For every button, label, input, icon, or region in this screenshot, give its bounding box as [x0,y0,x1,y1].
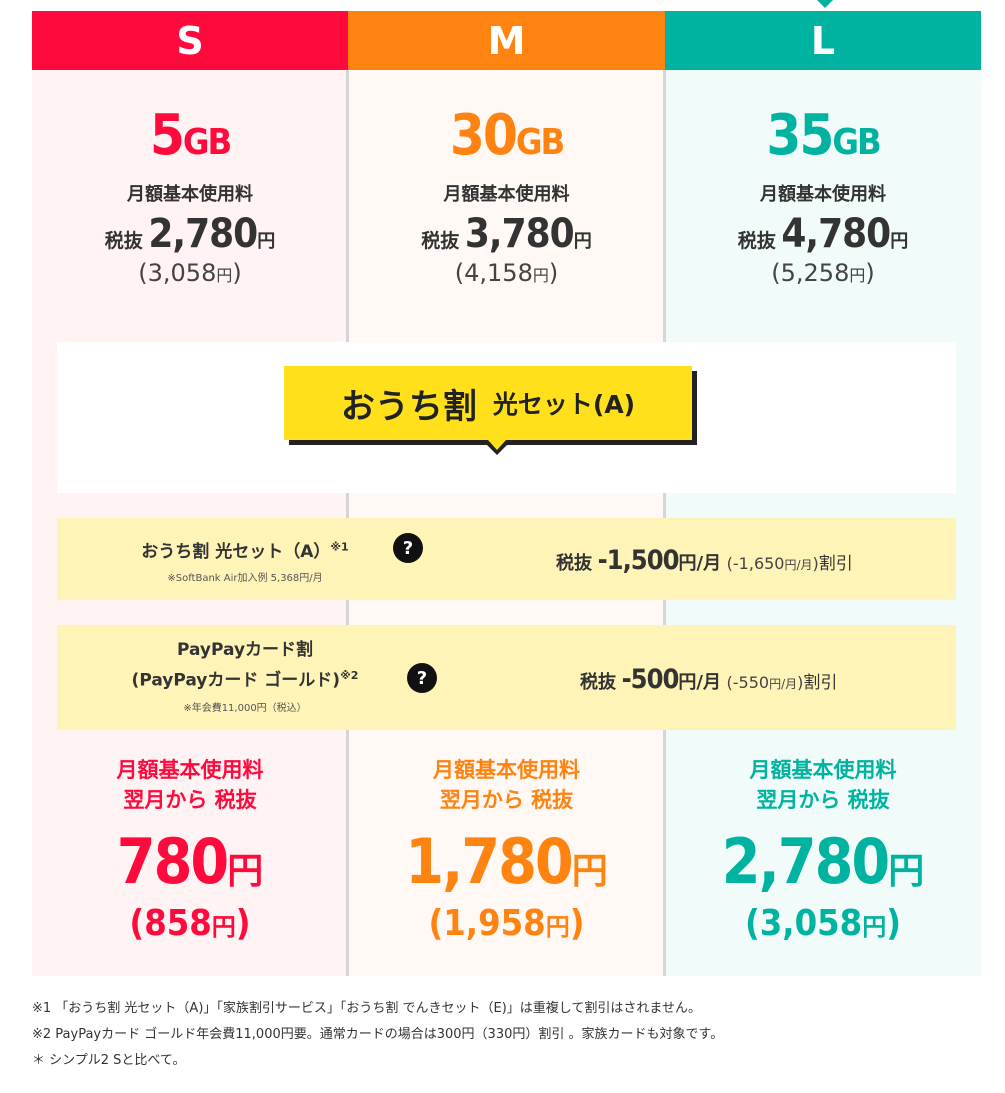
base-fee-label: 月額基本使用料 [760,184,886,205]
final-price-tax-included: (1,958円) [428,903,585,944]
plan-name: M [487,18,526,63]
base-price-tax-included: (3,058円) [138,259,242,287]
plan-m-final-price: 月額基本使用料 翌月から 税抜 1,780円 (1,958円) [348,755,665,947]
final-price-tax-included: (3,058円) [744,903,902,944]
final-label: 月額基本使用料 [749,758,897,782]
final-price-value: 2,780円 [721,825,925,898]
final-label: 月額基本使用料 [433,758,580,782]
plan-name: S [176,18,204,63]
plan-s-info: 5GB 月額基本使用料 税抜 2,780円 (3,058円) [32,70,348,288]
base-price: 税抜 2,780円 [104,211,276,257]
discount-title: おうち割 光セット（A）※1 [141,540,349,562]
discount-row-paypay [57,625,956,730]
plan-m-header[interactable]: M [348,11,665,70]
footnote: ＊ シンプル2 Sと比べて。 [32,1053,186,1068]
final-label-sub: 翌月から 税抜 [123,788,257,812]
ouchi-wari-tag: おうち割 光セット(A) [284,366,692,440]
ouchi-wari-subtitle: 光セット(A) [492,390,636,419]
base-fee-label: 月額基本使用料 [443,184,570,205]
plan-m-info: 30GB 月額基本使用料 税抜 3,780円 (4,158円) [348,70,665,288]
discount-title: PayPayカード割 (PayPayカード ゴールド)※2 [131,640,359,691]
data-capacity: 35GB [766,103,881,168]
plan-l-final-price: 月額基本使用料 翌月から 税抜 2,780円 (3,058円) [665,755,981,947]
base-price-tax-included: (4,158円) [454,259,559,287]
ouchi-wari-title: おうち割 [340,386,477,427]
discount-note: ※SoftBank Air加入例 5,368円/月 [167,573,323,584]
final-price-value: 780円 [116,825,264,898]
data-capacity: 30GB [449,103,565,168]
discount-note: ※年会費11,000円（税込） [183,703,307,714]
footnotes: ※1 「おうち割 光セット（A)」「家族割引サービス」「おうち割 でんきセット（… [32,996,982,1074]
base-price-tax-included: (5,258円) [771,259,875,287]
plan-l-header[interactable]: L [665,11,981,70]
base-price: 税抜 4,780円 [737,211,909,257]
discount-amount: 税抜 -1,500円/月 (-1,650円/月)割引 [556,545,853,576]
tag-pointer-fill [488,440,506,450]
selected-plan-marker-icon [817,0,833,8]
discount-amount: 税抜 -500円/月 (-550円/月)割引 [580,664,838,695]
plan-s-header[interactable]: S [32,11,348,70]
final-price-value: 1,780円 [405,825,608,898]
footnote: ※1 「おうち割 光セット（A)」「家族割引サービス」「おうち割 でんきセット（… [32,1001,702,1016]
help-icon[interactable]: ? [393,533,423,563]
plan-s-final-price: 月額基本使用料 翌月から 税抜 780円 (858円) [32,755,348,947]
base-price: 税抜 3,780円 [421,211,592,257]
base-fee-label: 月額基本使用料 [127,184,253,205]
data-capacity: 5GB [149,103,232,168]
help-icon[interactable]: ? [407,663,437,693]
final-label-sub: 翌月から 税抜 [756,788,890,812]
plan-l-info: 35GB 月額基本使用料 税抜 4,780円 (5,258円) [665,70,981,288]
final-label-sub: 翌月から 税抜 [439,788,574,812]
footnote: ※2 PayPayカード ゴールド年会費11,000円要。通常カードの場合は30… [32,1027,724,1042]
final-price-tax-included: (858円) [129,903,251,944]
final-label: 月額基本使用料 [116,758,264,782]
plan-name: L [810,18,836,63]
discount-row-hikari [57,518,956,600]
